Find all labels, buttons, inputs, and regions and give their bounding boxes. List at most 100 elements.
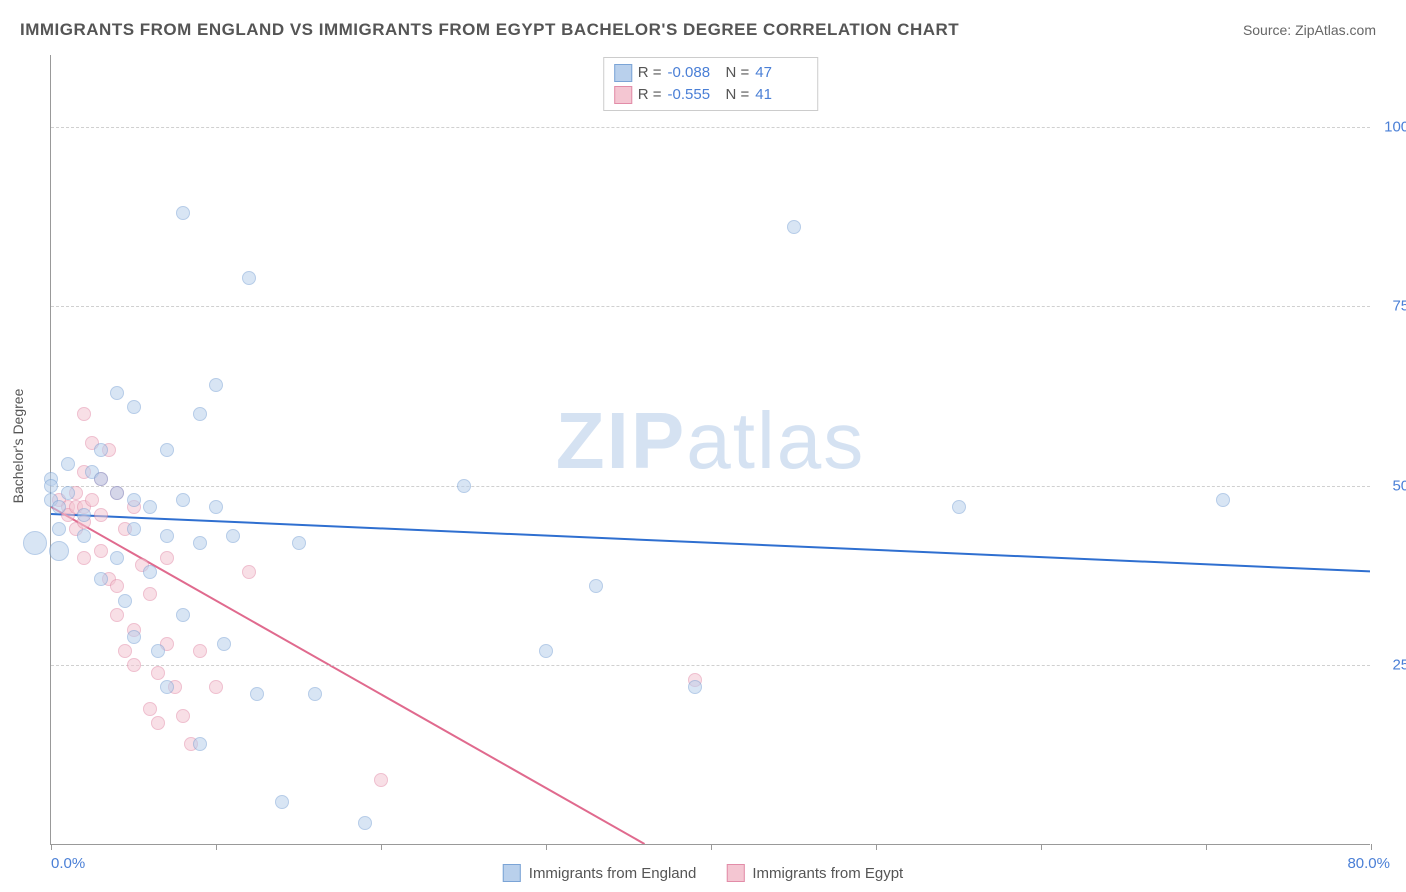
scatter-point-england (275, 795, 289, 809)
stat-r-label: R = (638, 62, 662, 84)
x-tick (546, 844, 547, 850)
scatter-point-england (127, 400, 141, 414)
scatter-point-england (61, 486, 75, 500)
scatter-point-england (176, 493, 190, 507)
scatter-point-england (292, 536, 306, 550)
stat-r-england: -0.088 (668, 62, 720, 84)
scatter-point-england (242, 271, 256, 285)
scatter-point-egypt (209, 680, 223, 694)
scatter-point-england (176, 608, 190, 622)
scatter-point-england (77, 508, 91, 522)
y-axis-title: Bachelor's Degree (10, 389, 26, 504)
scatter-point-england (143, 565, 157, 579)
x-tick (381, 844, 382, 850)
stat-r-label2: R = (638, 84, 662, 106)
scatter-point-england (49, 541, 69, 561)
scatter-point-england (143, 500, 157, 514)
scatter-point-egypt (151, 716, 165, 730)
legend-label-england: Immigrants from England (529, 865, 697, 882)
x-tick (1371, 844, 1372, 850)
scatter-point-egypt (118, 644, 132, 658)
scatter-point-england (110, 486, 124, 500)
scatter-point-england (151, 644, 165, 658)
scatter-point-england (94, 572, 108, 586)
scatter-point-england (209, 378, 223, 392)
y-tick-label: 75.0% (1392, 298, 1406, 315)
scatter-point-england (23, 531, 47, 555)
source-link[interactable]: ZipAtlas.com (1295, 22, 1376, 38)
legend-swatch-england (503, 864, 521, 882)
scatter-point-england (688, 680, 702, 694)
scatter-point-england (127, 522, 141, 536)
trend-lines-layer (51, 55, 1370, 844)
scatter-point-egypt (85, 493, 99, 507)
scatter-point-egypt (143, 587, 157, 601)
x-tick (711, 844, 712, 850)
scatter-point-england (193, 407, 207, 421)
scatter-point-england (952, 500, 966, 514)
scatter-point-egypt (94, 544, 108, 558)
scatter-point-egypt (110, 579, 124, 593)
legend-item-egypt: Immigrants from Egypt (726, 864, 903, 882)
source-label: Source: (1243, 22, 1291, 38)
scatter-point-england (52, 500, 66, 514)
stat-n-egypt: 41 (755, 84, 807, 106)
scatter-point-england (250, 687, 264, 701)
stats-row-england: R = -0.088 N = 47 (614, 62, 808, 84)
scatter-point-england (787, 220, 801, 234)
swatch-england (614, 64, 632, 82)
scatter-point-egypt (151, 666, 165, 680)
scatter-point-egypt (242, 565, 256, 579)
scatter-point-egypt (94, 508, 108, 522)
scatter-point-england (127, 493, 141, 507)
scatter-point-egypt (127, 658, 141, 672)
x-tick (1041, 844, 1042, 850)
scatter-point-england (110, 551, 124, 565)
x-tick (1206, 844, 1207, 850)
scatter-point-england (308, 687, 322, 701)
scatter-point-egypt (160, 551, 174, 565)
y-tick-label: 50.0% (1392, 477, 1406, 494)
scatter-point-england (110, 386, 124, 400)
x-tick-label-right: 80.0% (1347, 855, 1390, 872)
scatter-point-england (358, 816, 372, 830)
scatter-point-egypt (77, 551, 91, 565)
legend-swatch-egypt (726, 864, 744, 882)
scatter-point-england (77, 529, 91, 543)
legend-label-egypt: Immigrants from Egypt (752, 865, 903, 882)
watermark: ZIPatlas (556, 394, 865, 486)
scatter-point-egypt (176, 709, 190, 723)
scatter-point-england (160, 529, 174, 543)
x-tick (876, 844, 877, 850)
stat-r-egypt: -0.555 (668, 84, 720, 106)
swatch-egypt (614, 86, 632, 104)
stats-row-egypt: R = -0.555 N = 41 (614, 84, 808, 106)
scatter-point-egypt (193, 644, 207, 658)
scatter-point-england (176, 206, 190, 220)
scatter-point-england (160, 680, 174, 694)
y-tick-label: 25.0% (1392, 657, 1406, 674)
scatter-point-england (193, 737, 207, 751)
x-tick (51, 844, 52, 850)
gridline (51, 127, 1370, 128)
scatter-point-england (193, 536, 207, 550)
scatter-point-england (52, 522, 66, 536)
trend-line-england (51, 514, 1370, 571)
scatter-point-egypt (143, 702, 157, 716)
scatter-point-england (160, 443, 174, 457)
scatter-point-england (94, 443, 108, 457)
y-tick-label: 100.0% (1384, 118, 1406, 135)
scatter-point-england (217, 637, 231, 651)
chart-plot-area: ZIPatlas R = -0.088 N = 47 R = -0.555 N … (50, 55, 1370, 845)
bottom-legend: Immigrants from England Immigrants from … (503, 864, 903, 882)
scatter-point-england (127, 630, 141, 644)
stats-legend-box: R = -0.088 N = 47 R = -0.555 N = 41 (603, 57, 819, 111)
gridline (51, 665, 1370, 666)
gridline (51, 486, 1370, 487)
gridline (51, 306, 1370, 307)
scatter-point-england (1216, 493, 1230, 507)
scatter-point-england (457, 479, 471, 493)
scatter-point-egypt (110, 608, 124, 622)
scatter-point-england (94, 472, 108, 486)
scatter-point-england (118, 594, 132, 608)
